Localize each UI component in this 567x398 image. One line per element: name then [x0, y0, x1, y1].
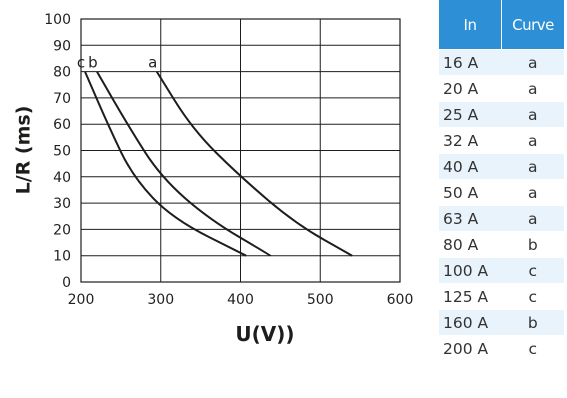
cell-rated-current: 50 A [439, 179, 502, 206]
curve-c [84, 71, 247, 257]
cell-curve: a [501, 179, 564, 206]
x-tick-label: 300 [147, 292, 174, 308]
table-header-row: In Curve [439, 0, 564, 50]
cell-rated-current: 40 A [439, 153, 502, 180]
y-tick-label: 50 [53, 144, 71, 160]
curve-label-c: c [77, 54, 85, 72]
y-tick-label: 80 [53, 65, 71, 81]
cell-curve: c [501, 257, 564, 284]
y-tick-label: 60 [53, 117, 71, 133]
y-tick-label: 20 [53, 222, 71, 238]
header-in: In [439, 0, 502, 50]
cell-rated-current: 63 A [439, 205, 502, 232]
curve-label-b: b [88, 54, 98, 72]
curve-b [96, 71, 272, 257]
curve-a [155, 71, 353, 257]
cell-curve: b [501, 231, 564, 258]
x-tick-label: 200 [68, 292, 95, 308]
cell-curve: a [501, 153, 564, 180]
y-axis-title: L/R (ms) [12, 105, 35, 195]
chart-svg: 0 10 20 30 40 50 60 70 80 90 100 200 300 400 500 600 a bc [44, 12, 414, 308]
x-axis-title: U(V)) [235, 322, 295, 346]
curve-label-a: a [148, 54, 157, 72]
chart: 0 10 20 30 40 50 60 70 80 90 100 200 300 400 500 600 a b c… [8, 12, 414, 346]
cell-rated-current: 16 A [439, 49, 502, 76]
cell-rated-current: 200 A [439, 335, 502, 361]
header-curve: Curve [501, 0, 564, 50]
cell-curve: c [501, 335, 564, 361]
x-tick-label: 400 [227, 292, 254, 308]
cell-rated-current: 80 A [439, 231, 502, 258]
cell-rated-current: 100 A [439, 257, 502, 284]
cell-rated-current: 25 A [439, 101, 502, 128]
cell-curve: a [501, 205, 564, 232]
cell-curve: a [501, 127, 564, 154]
plot-frame [80, 18, 401, 283]
y-tick-label: 0 [62, 275, 71, 291]
cell-rated-current: 20 A [439, 75, 502, 102]
cell-rated-current: 32 A [439, 127, 502, 154]
cell-curve: a [501, 49, 564, 76]
cell-curve: b [501, 309, 564, 336]
y-tick-label: 10 [53, 249, 71, 265]
y-tick-label: 90 [53, 38, 71, 54]
cell-curve: a [501, 101, 564, 128]
y-tick-label: 100 [44, 12, 71, 28]
y-tick-label: 70 [53, 91, 71, 107]
y-axis-title-wrap: L/R (ms) [8, 90, 38, 210]
x-tick-label: 500 [307, 292, 334, 308]
cell-rated-current: 160 A [439, 309, 502, 336]
cell-rated-current: 125 A [439, 283, 502, 310]
x-tick-label: 600 [387, 292, 414, 308]
cell-curve: a [501, 75, 564, 102]
y-tick-label: 40 [53, 170, 71, 186]
y-tick-label: 30 [53, 196, 71, 212]
cell-curve: c [501, 283, 564, 310]
